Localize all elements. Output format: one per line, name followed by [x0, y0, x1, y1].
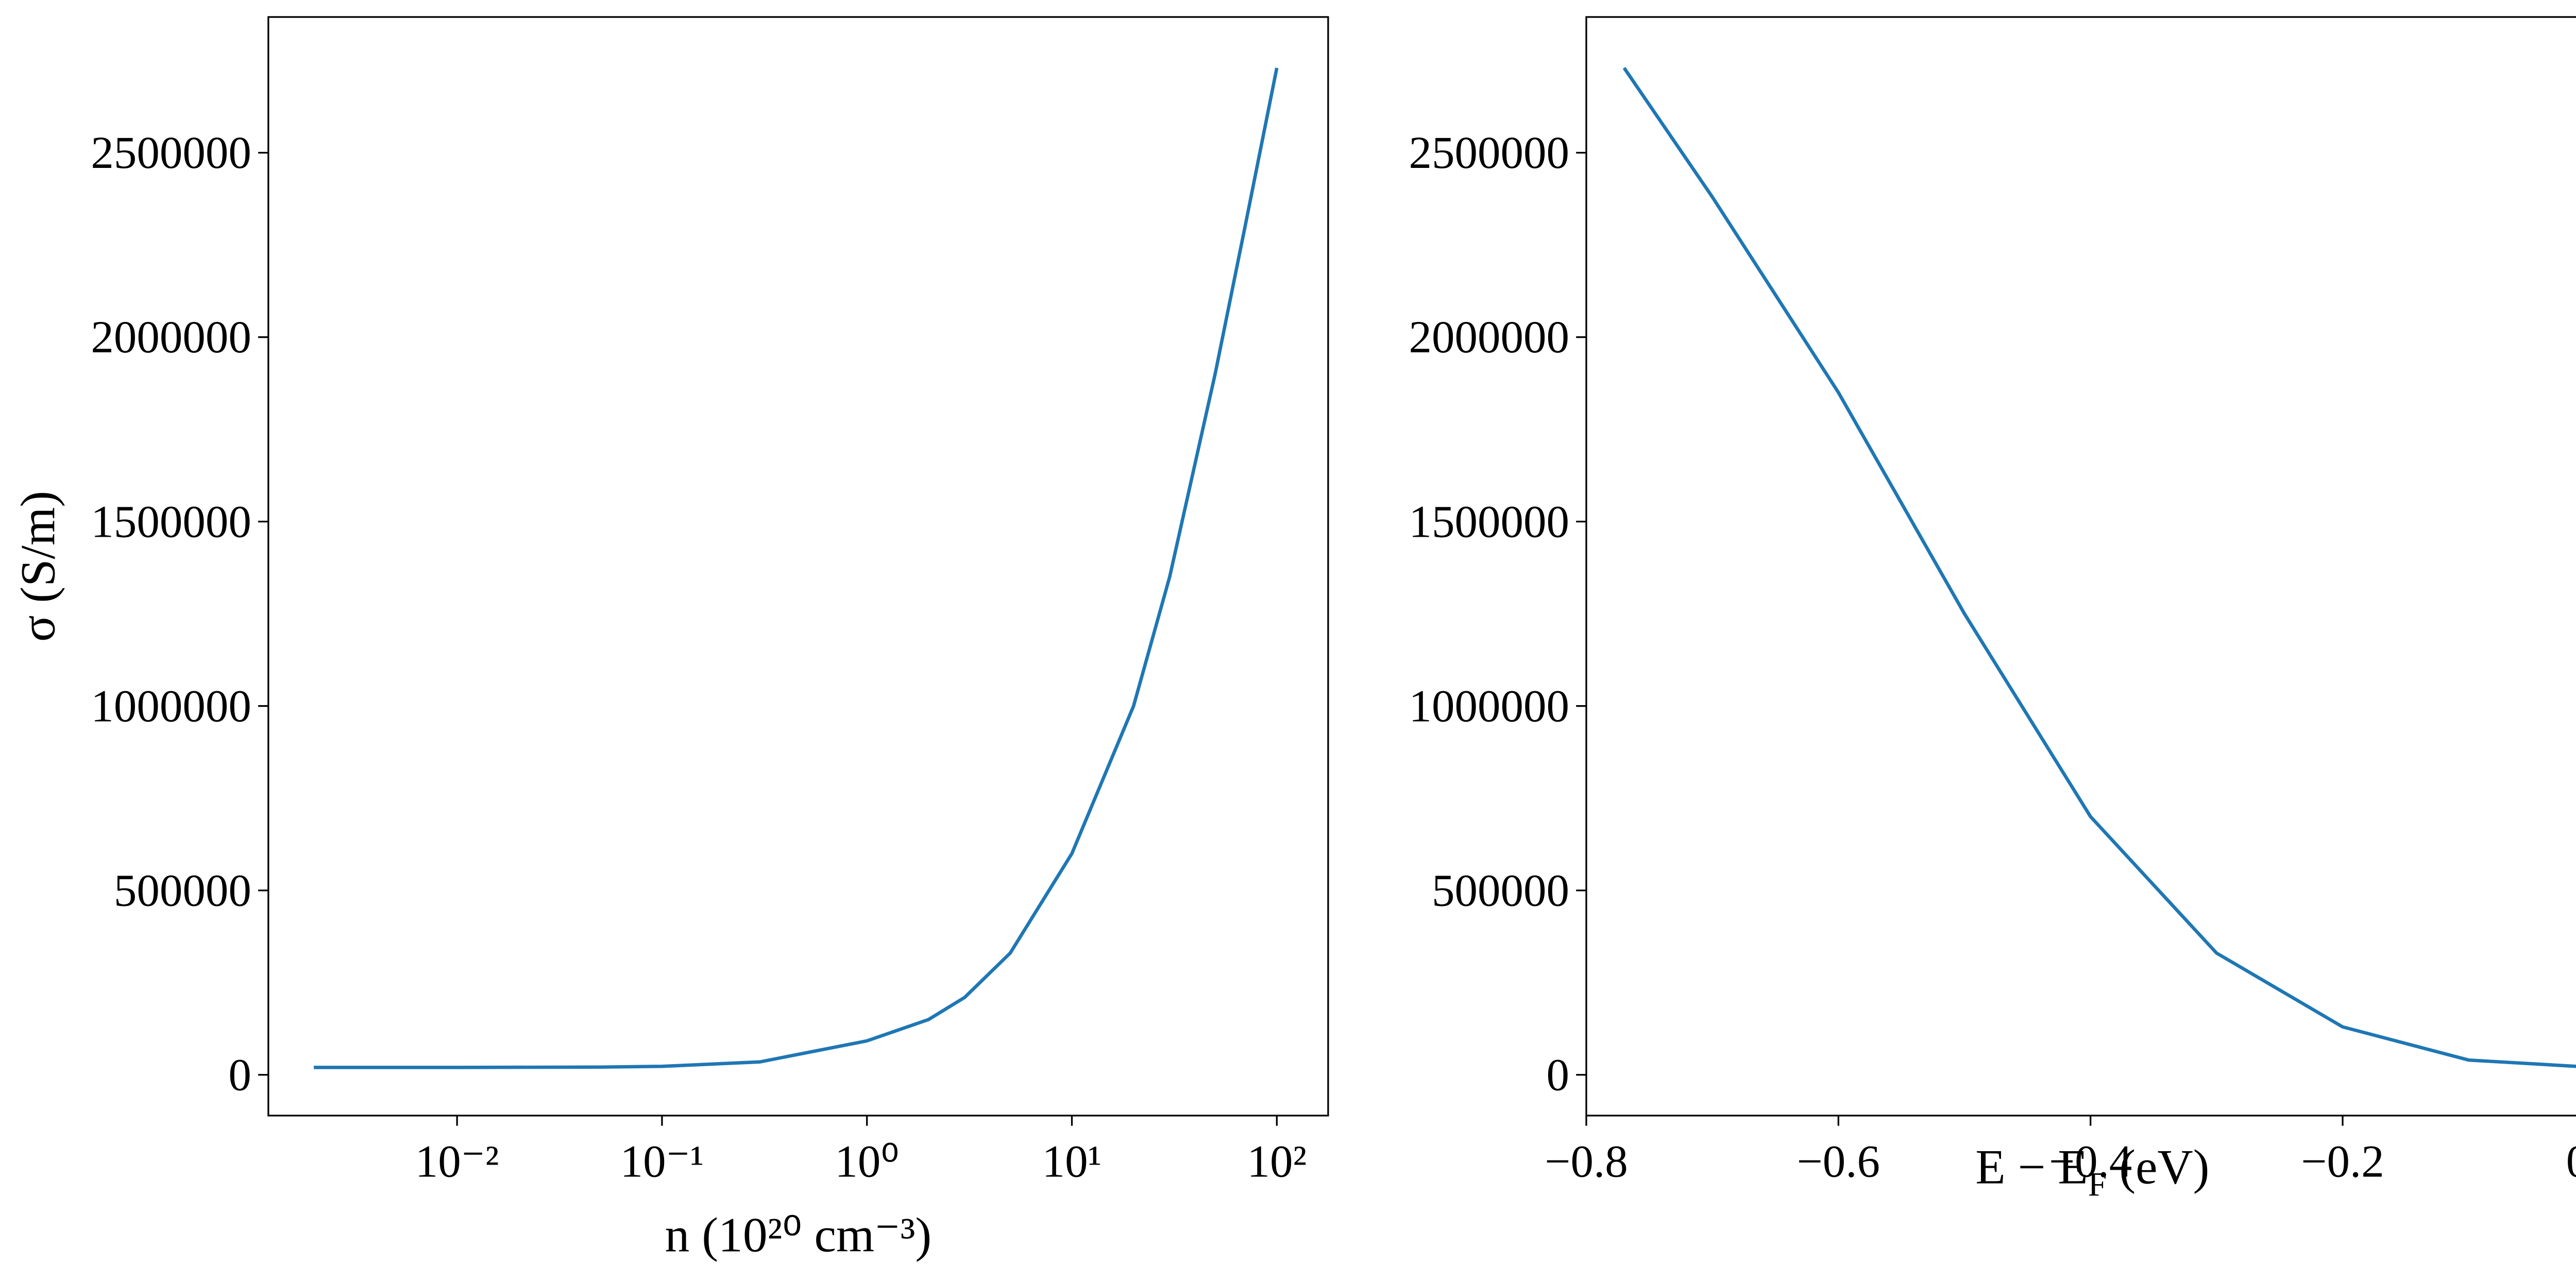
x-axis-label: n (10²⁰ cm⁻³): [665, 1208, 932, 1262]
x-tick-label: 10⁻²: [415, 1137, 499, 1187]
y-tick-label: 2000000: [91, 312, 251, 363]
x-axis-label-main: E − E: [1975, 1140, 2088, 1194]
y-tick-label: 1000000: [1409, 681, 1570, 731]
x-tick-label: −0.6: [1797, 1137, 1880, 1187]
x-tick-label: 0.0: [2566, 1137, 2576, 1187]
x-axis-label: E − EF (eV): [1975, 1140, 2209, 1203]
y-tick-label: 1500000: [91, 497, 251, 547]
y-tick-label: 0: [1547, 1050, 1570, 1100]
y-tick-label: 1500000: [1409, 497, 1570, 547]
x-tick-label: 10²: [1247, 1137, 1307, 1187]
y-tick-label: 2500000: [1409, 128, 1570, 178]
y-axis-label: σ (S/m): [10, 491, 65, 642]
y-tick-label: 0: [228, 1050, 251, 1100]
data-line: [314, 67, 1279, 1069]
data-line: [1622, 66, 2576, 1068]
x-tick-label: −0.4: [2049, 1137, 2132, 1187]
y-tick-label: 2500000: [91, 128, 251, 178]
x-axis-label-rest: (eV): [2107, 1140, 2209, 1194]
x-tick-label: −0.8: [1545, 1137, 1628, 1187]
y-tick-label: 2000000: [1409, 312, 1570, 363]
plot-frame: [1585, 16, 2576, 1117]
x-tick-label: 10⁰: [835, 1137, 899, 1187]
plot-frame: [267, 16, 1329, 1117]
x-axis-label-sub: F: [2088, 1166, 2107, 1203]
x-tick-label: −0.2: [2301, 1137, 2384, 1187]
y-tick-label: 500000: [1432, 865, 1569, 916]
x-tick-label: 10⁻¹: [620, 1137, 704, 1187]
y-tick-label: 500000: [114, 865, 251, 916]
y-tick-label: 1000000: [91, 681, 251, 731]
x-tick-label: 10¹: [1042, 1137, 1102, 1187]
